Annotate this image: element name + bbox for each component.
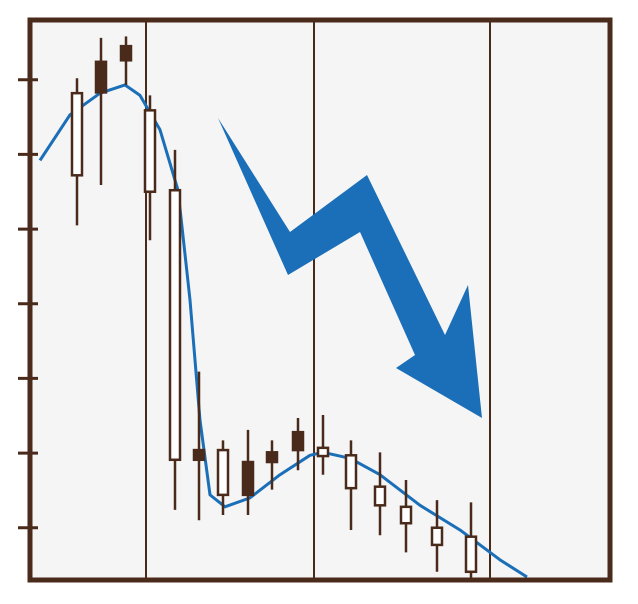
- candle-body: [265, 451, 279, 464]
- candle-body: [291, 430, 305, 452]
- candle-body: [464, 535, 478, 574]
- candle-body: [192, 448, 206, 462]
- marks: [38, 36, 528, 579]
- frame: [27, 17, 613, 583]
- candle-body: [399, 505, 413, 525]
- candle-body: [430, 526, 444, 547]
- candle-body: [94, 60, 108, 94]
- candle-body: [344, 454, 358, 490]
- candle-body: [241, 460, 255, 497]
- down-arrow: [218, 118, 482, 418]
- candle-body: [119, 44, 133, 62]
- candle-body: [70, 91, 84, 177]
- plot-background: [30, 20, 610, 580]
- candle-body: [168, 188, 182, 462]
- candle-body: [143, 109, 157, 193]
- candle-body: [216, 448, 230, 497]
- candle-body: [316, 446, 330, 458]
- candle-body: [373, 485, 387, 507]
